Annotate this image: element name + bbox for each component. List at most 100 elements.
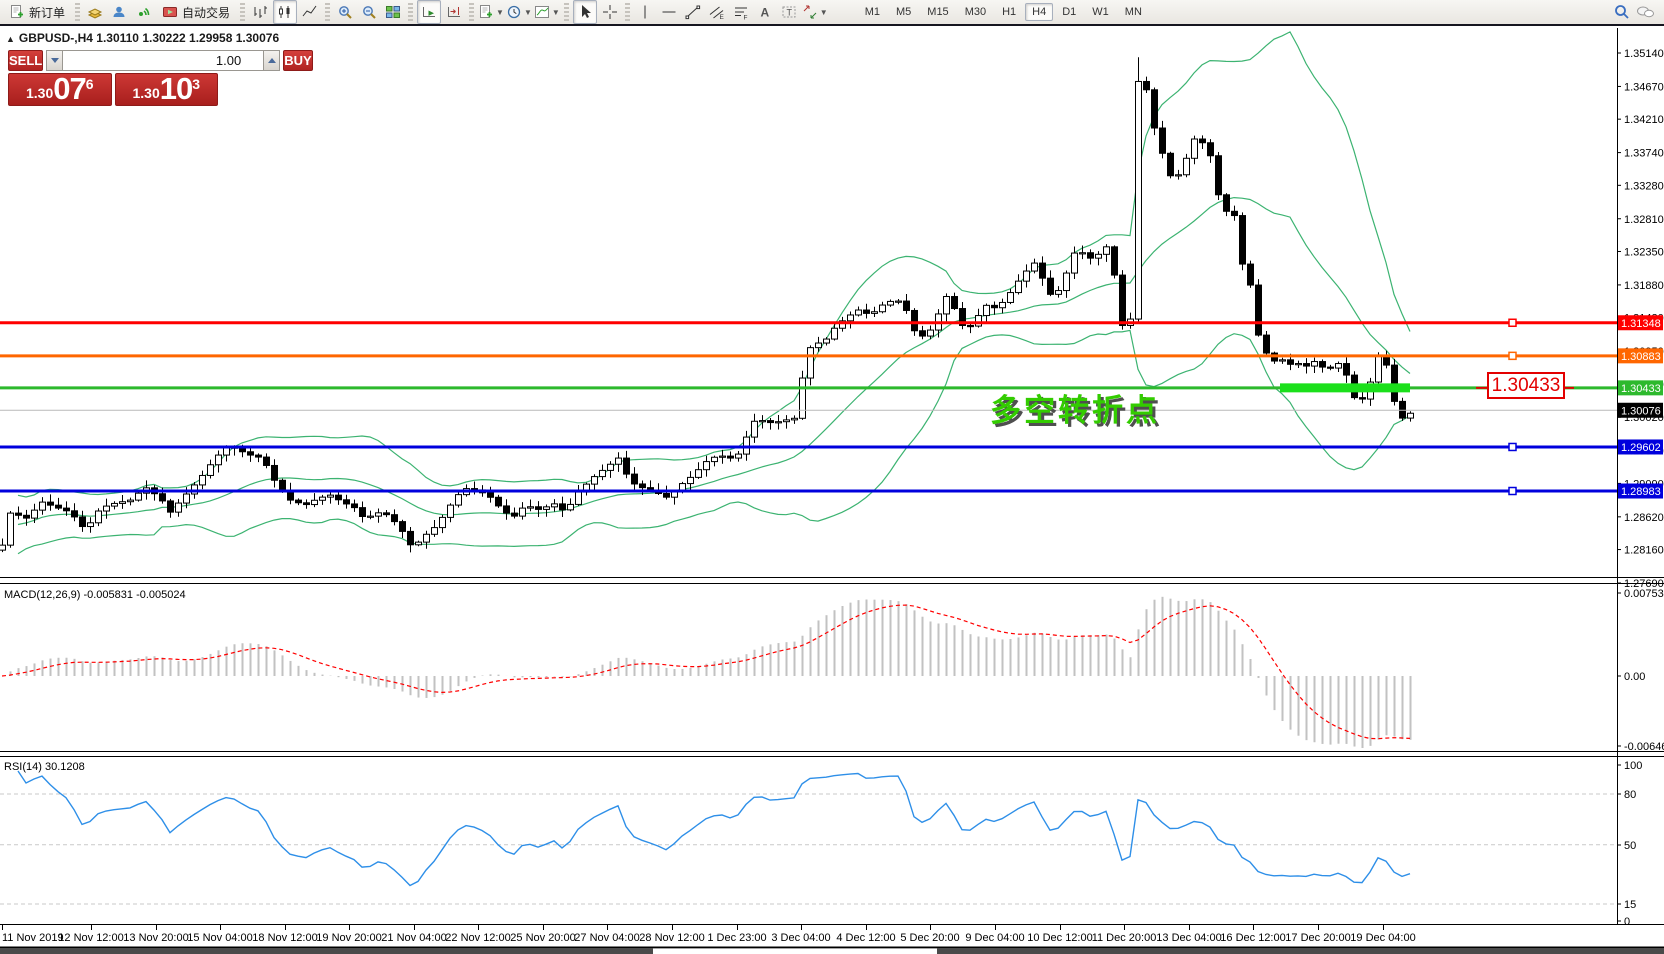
svg-text:T: T xyxy=(786,8,792,18)
timeframe-button-MN[interactable]: MN xyxy=(1124,6,1142,18)
chart-candles-icon[interactable] xyxy=(273,0,298,24)
collapse-panel-arrow-icon[interactable]: ▲ xyxy=(6,34,15,44)
svg-text:28 Nov 12:00: 28 Nov 12:00 xyxy=(639,932,704,944)
community-icon[interactable] xyxy=(108,1,130,23)
chart-shift-icon[interactable] xyxy=(443,1,465,23)
market-depth-icon[interactable] xyxy=(84,1,106,23)
svg-text:1.29602: 1.29602 xyxy=(1621,442,1661,454)
symbol-title: ▲ GBPUSD-,H4 1.30110 1.30222 1.29958 1.30… xyxy=(6,31,279,45)
svg-text:1.34210: 1.34210 xyxy=(1624,114,1664,126)
svg-text:1.28620: 1.28620 xyxy=(1624,512,1664,524)
buy-button[interactable]: BUY xyxy=(283,50,313,71)
zoom-out-icon[interactable] xyxy=(358,1,380,23)
svg-text:1.30433: 1.30433 xyxy=(1621,383,1661,395)
svg-text:MACD(12,26,9) -0.005831 -0.005: MACD(12,26,9) -0.005831 -0.005024 xyxy=(4,589,186,601)
toolbar-grip xyxy=(563,3,569,21)
svg-text:1.30883: 1.30883 xyxy=(1621,351,1661,363)
svg-text:50: 50 xyxy=(1624,840,1636,852)
signals-icon[interactable] xyxy=(132,1,154,23)
timeframe-button-M1[interactable]: M1 xyxy=(864,6,880,18)
chart-line-icon[interactable] xyxy=(299,1,321,23)
text-tool-icon[interactable]: A xyxy=(754,1,776,23)
svg-text:1.32810: 1.32810 xyxy=(1624,214,1664,226)
timeframe-button-M15[interactable]: M15 xyxy=(927,6,949,18)
new-order-icon xyxy=(11,5,23,18)
svg-text:RSI(14) 30.1208: RSI(14) 30.1208 xyxy=(4,761,85,773)
dropdown-caret-icon: ▼ xyxy=(496,7,504,17)
sell-price-prefix: 1.30 xyxy=(25,85,54,101)
timeframe-button-D1[interactable]: D1 xyxy=(1062,6,1077,18)
svg-text:1.28160: 1.28160 xyxy=(1624,545,1664,557)
search-icon[interactable] xyxy=(1611,1,1633,23)
svg-text:22 Nov 12:00: 22 Nov 12:00 xyxy=(445,932,510,944)
svg-text:17 Dec 20:00: 17 Dec 20:00 xyxy=(1285,932,1350,944)
svg-text:0: 0 xyxy=(1624,916,1630,928)
new-order-dropdown-button[interactable]: ▼ xyxy=(478,1,504,23)
svg-text:1.35140: 1.35140 xyxy=(1624,48,1664,60)
volume-increase-button[interactable] xyxy=(263,50,281,71)
svg-text:A: A xyxy=(760,6,769,20)
crosshair-tool-icon[interactable] xyxy=(599,1,621,23)
svg-text:9 Dec 04:00: 9 Dec 04:00 xyxy=(965,932,1024,944)
timeframe-toolbar: M1 M5 M15 M30 H1 H4 D1 W1 MN xyxy=(857,3,1150,21)
svg-text:1.34670: 1.34670 xyxy=(1624,81,1664,93)
volume-decrease-button[interactable] xyxy=(46,50,64,71)
scrollbar-thumb[interactable] xyxy=(653,948,937,954)
price-callout-label[interactable]: 1.30433 xyxy=(1487,372,1565,399)
toolbar: 新订单 自动交易 xyxy=(0,0,1664,26)
svg-text:4 Dec 12:00: 4 Dec 12:00 xyxy=(836,932,895,944)
svg-text:1.27690: 1.27690 xyxy=(1624,578,1664,590)
new-order-label: 新订单 xyxy=(29,5,66,20)
svg-text:27 Nov 04:00: 27 Nov 04:00 xyxy=(574,932,639,944)
fibonacci-tool-icon[interactable]: F xyxy=(730,1,752,23)
new-order-button[interactable]: 新订单 xyxy=(3,1,71,23)
chart-bars-icon[interactable] xyxy=(249,1,271,23)
timeframe-button-H4[interactable]: H4 xyxy=(1025,3,1054,21)
channel-tool-icon[interactable]: E xyxy=(706,1,728,23)
buy-price-button[interactable]: 1.30 10 3 xyxy=(114,73,218,106)
svg-text:1.30076: 1.30076 xyxy=(1621,405,1661,417)
toolbar-grip xyxy=(408,3,414,21)
svg-text:1.31348: 1.31348 xyxy=(1621,318,1661,330)
vertical-line-tool-icon[interactable] xyxy=(634,1,656,23)
sell-price-button[interactable]: 1.30 07 6 xyxy=(8,73,112,106)
volume-input[interactable] xyxy=(63,50,264,71)
trendline-tool-icon[interactable] xyxy=(682,1,704,23)
toolbar-grip xyxy=(325,3,331,21)
chat-icon[interactable] xyxy=(1635,1,1657,23)
timeframe-button-W1[interactable]: W1 xyxy=(1092,6,1109,18)
tile-windows-icon[interactable] xyxy=(382,1,404,23)
svg-text:F: F xyxy=(743,15,747,21)
timeframe-button-H1[interactable]: H1 xyxy=(1002,6,1017,18)
auto-scroll-icon[interactable] xyxy=(417,0,442,24)
svg-text:0.00: 0.00 xyxy=(1624,671,1645,683)
svg-text:15 Nov 04:00: 15 Nov 04:00 xyxy=(187,932,252,944)
periods-dropdown-button[interactable]: ▼ xyxy=(506,1,532,23)
cursor-tool-icon[interactable] xyxy=(572,0,597,24)
templates-dropdown-button[interactable]: ▼ xyxy=(534,1,560,23)
one-click-trading-panel: SELL BUY 1.30 07 6 1.30 10 3 xyxy=(8,50,313,106)
buy-price-prefix: 1.30 xyxy=(132,85,160,101)
zoom-in-icon[interactable] xyxy=(334,1,356,23)
toolbar-grip xyxy=(624,3,630,21)
auto-trading-button[interactable]: 自动交易 xyxy=(156,1,236,23)
arrows-tool-button[interactable]: ▼ xyxy=(802,1,828,23)
svg-text:1.31880: 1.31880 xyxy=(1624,280,1664,292)
svg-text:13 Nov 20:00: 13 Nov 20:00 xyxy=(123,932,188,944)
text-label-tool-icon[interactable]: T xyxy=(778,1,800,23)
symbol-ohlc-text: GBPUSD-,H4 1.30110 1.30222 1.29958 1.300… xyxy=(18,31,280,45)
svg-text:0.007539: 0.007539 xyxy=(1624,588,1664,600)
timeframe-button-M5[interactable]: M5 xyxy=(896,6,912,18)
sell-button[interactable]: SELL xyxy=(8,50,44,71)
timeframe-button-M30[interactable]: M30 xyxy=(964,6,987,18)
svg-text:1.32350: 1.32350 xyxy=(1624,246,1664,258)
svg-text:25 Nov 20:00: 25 Nov 20:00 xyxy=(510,932,575,944)
triangle-up-icon xyxy=(267,58,276,63)
svg-text:1.33740: 1.33740 xyxy=(1624,148,1664,160)
svg-text:1 Dec 23:00: 1 Dec 23:00 xyxy=(707,932,766,944)
horizontal-line-tool-icon[interactable] xyxy=(658,1,680,23)
svg-text:80: 80 xyxy=(1624,789,1636,801)
auto-trading-icon xyxy=(163,7,178,17)
svg-text:18 Nov 12:00: 18 Nov 12:00 xyxy=(252,932,317,944)
